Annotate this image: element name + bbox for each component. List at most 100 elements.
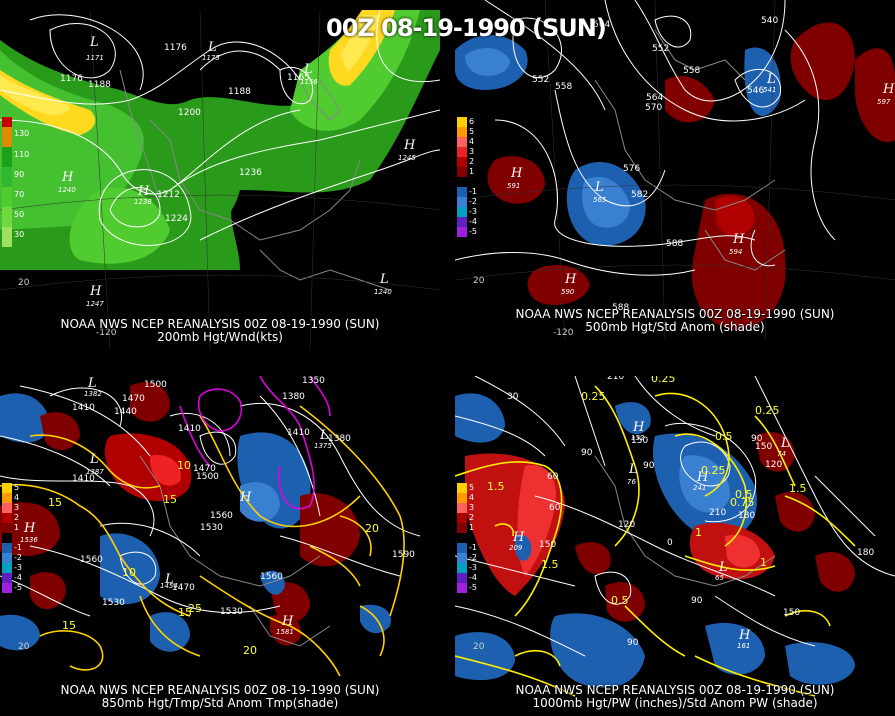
legend-swatch xyxy=(457,197,467,207)
legend-850mb: 5 4 3 2 1 -1 -2 -3 -4 -5 xyxy=(2,483,22,593)
contour-label: 540 xyxy=(761,16,779,26)
center-value: 597 xyxy=(877,98,891,106)
contour-label: 150 xyxy=(631,436,649,446)
contour-label: 1176 xyxy=(60,74,83,84)
high-center: H xyxy=(240,490,252,505)
legend-label: -5 xyxy=(469,583,477,592)
temp-label: 15 xyxy=(48,496,62,509)
legend-1000mb: 5 4 3 2 1 -1 -2 -3 -4 -5 xyxy=(457,483,477,593)
contour-label: 210 xyxy=(607,376,625,382)
center-value: 1454 xyxy=(160,582,178,590)
contour-label: 1560 xyxy=(260,572,283,582)
low-center: L xyxy=(595,180,604,195)
high-center: H xyxy=(62,170,74,185)
contour-label: 150 xyxy=(783,608,801,618)
legend-label: -3 xyxy=(14,563,22,572)
contour-label: 552 xyxy=(532,75,550,85)
legend-500mb: 6 5 4 3 2 1 -1 -2 -3 -4 -5 xyxy=(457,117,477,237)
center-value: 1240 xyxy=(374,288,392,296)
legend-swatch xyxy=(457,157,467,167)
panel-subtitle: 500mb Hgt/Std Anom (shade) xyxy=(585,320,765,334)
contour-label: 1236 xyxy=(239,168,262,178)
legend-label: -2 xyxy=(14,553,22,562)
pw-label: 1.5 xyxy=(487,480,505,493)
low-center: L xyxy=(380,272,389,287)
pw-label: 1 xyxy=(760,556,767,569)
high-center: H xyxy=(282,614,294,629)
legend-label: -1 xyxy=(469,187,477,196)
legend-swatch xyxy=(457,147,467,157)
legend-swatch xyxy=(457,117,467,127)
legend-label: 50 xyxy=(14,210,25,219)
legend-label: -4 xyxy=(469,217,477,226)
center-value: 1375 xyxy=(314,442,332,450)
contour-label: 564 xyxy=(593,20,611,30)
contour-label: 582 xyxy=(631,190,649,200)
legend-swatch xyxy=(457,187,467,197)
low-center: L xyxy=(208,40,217,55)
legend-label: 6 xyxy=(469,117,475,126)
contour-label: 1350 xyxy=(302,376,325,386)
legend-swatch xyxy=(457,503,467,513)
pw-label: 0.5 xyxy=(715,430,733,443)
legend-swatch xyxy=(457,533,467,543)
legend-swatch xyxy=(2,227,12,247)
legend-label: -2 xyxy=(469,553,477,562)
temp-label: 25 xyxy=(188,602,202,615)
high-center: H xyxy=(24,521,36,536)
legend-200mb: 130 110 90 70 50 30 xyxy=(2,117,29,247)
center-value: 76 xyxy=(627,478,636,486)
contour-label: 210 xyxy=(709,508,727,518)
contour-label: 90 xyxy=(751,434,763,444)
panel-header: NOAA NWS NCEP REANALYSIS 00Z 08-19-1990 … xyxy=(515,683,835,697)
low-center: L xyxy=(781,436,790,451)
legend-swatch xyxy=(2,553,12,563)
contour-label: 552 xyxy=(652,44,670,54)
contour-label: 150 xyxy=(755,442,773,452)
pw-label: 0.75 xyxy=(730,496,755,509)
center-value: 152 xyxy=(631,434,645,442)
contour-label: 180 xyxy=(738,511,756,521)
legend-swatch xyxy=(2,167,12,187)
high-center: H xyxy=(633,420,645,435)
low-center: L xyxy=(304,62,313,77)
center-value: 1382 xyxy=(84,390,102,398)
high-center: H xyxy=(565,272,577,287)
legend-swatch xyxy=(457,137,467,147)
panel-subtitle: 850mb Hgt/Tmp/Std Anom Tmp(shade) xyxy=(101,696,339,710)
temp-label: 15 xyxy=(178,606,192,619)
high-center: H xyxy=(883,82,895,97)
panel-500mb: 6 5 4 3 2 1 -1 -2 -3 -4 -5 564 540 546 5… xyxy=(455,0,895,340)
pw-label: 1 xyxy=(695,526,702,539)
pw-label: 0.5 xyxy=(735,488,753,501)
legend-swatch xyxy=(457,583,467,593)
legend-swatch xyxy=(2,117,12,127)
legend-label: -5 xyxy=(14,583,22,592)
legend-label: 5 xyxy=(469,127,475,136)
center-value: 1175 xyxy=(202,54,220,62)
legend-swatch xyxy=(457,127,467,137)
legend-swatch xyxy=(457,167,467,177)
high-center: H xyxy=(739,628,751,643)
contour-label: 570 xyxy=(645,103,663,113)
axis-label: -120 xyxy=(553,328,574,338)
temp-label: 15 xyxy=(62,619,76,632)
map-500mb xyxy=(455,0,895,340)
legend-swatch xyxy=(2,493,12,503)
legend-swatch xyxy=(2,147,12,167)
legend-label: -4 xyxy=(469,573,477,582)
contour-label: 1470 xyxy=(193,464,216,474)
pw-label: 0.25 xyxy=(701,464,726,477)
contour-label: 1410 xyxy=(178,424,201,434)
legend-label: 4 xyxy=(469,493,475,502)
center-value: 594 xyxy=(729,248,743,256)
legend-label: -1 xyxy=(14,543,22,552)
contour-label: 150 xyxy=(539,540,557,550)
legend-label: -3 xyxy=(469,563,477,572)
legend-label: 2 xyxy=(14,513,20,522)
axis-label: 20 xyxy=(473,276,485,286)
legend-label: 30 xyxy=(14,230,25,239)
contour-label: 60 xyxy=(549,503,561,513)
legend-swatch xyxy=(457,493,467,503)
low-center: L xyxy=(767,72,776,87)
